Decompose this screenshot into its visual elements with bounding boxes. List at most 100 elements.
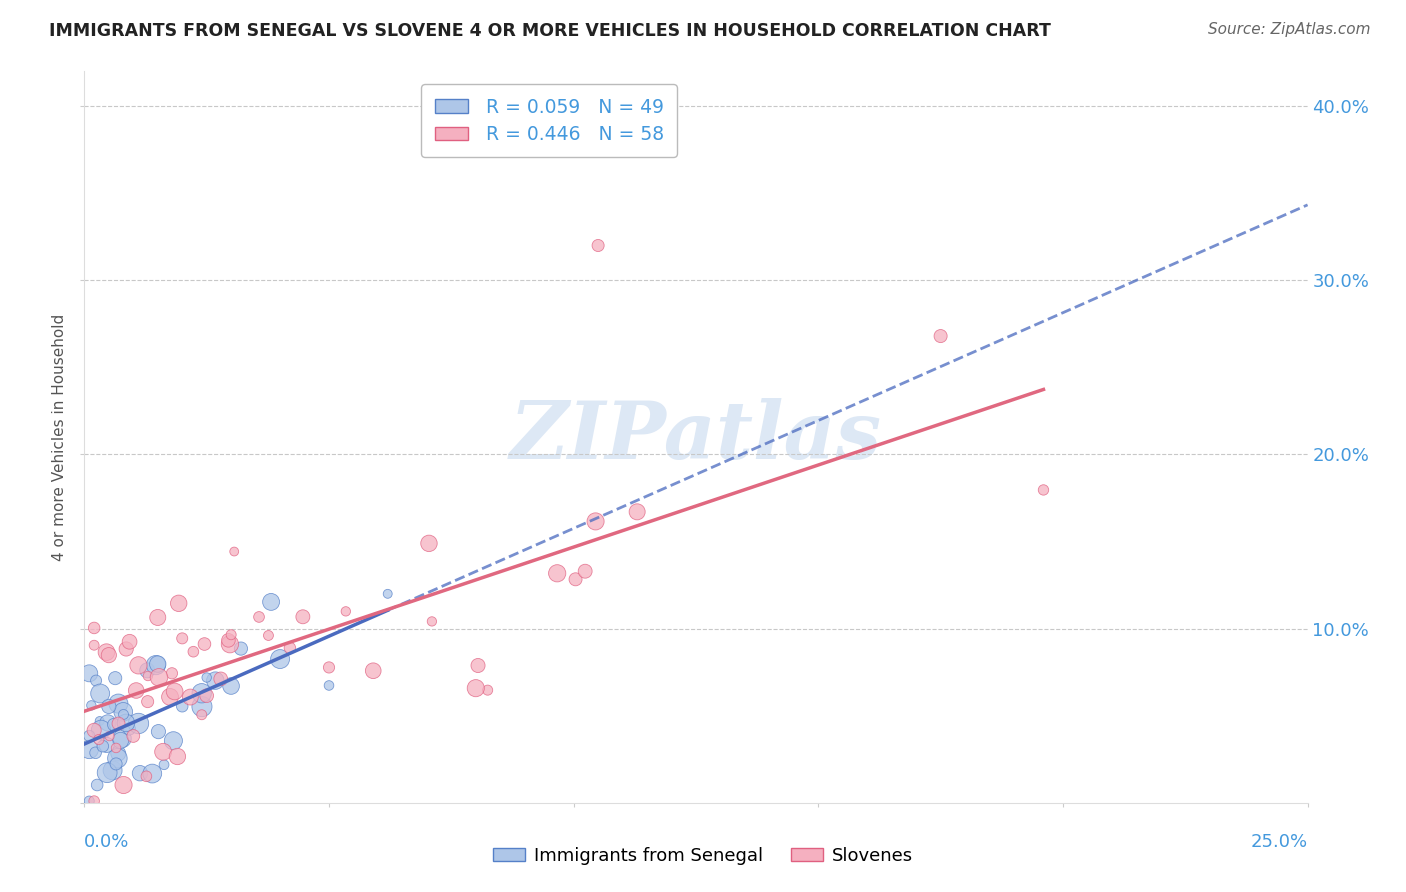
Point: [104, 671, 127, 685]
Point: [224, 544, 246, 558]
Point: [145, 658, 167, 673]
Point: [172, 632, 194, 646]
Point: [77, 742, 100, 756]
Point: [574, 564, 596, 578]
Point: [377, 587, 399, 601]
Point: [84, 746, 107, 760]
Point: [278, 640, 301, 655]
Point: [269, 652, 291, 666]
Point: [172, 699, 194, 714]
Point: [97, 715, 120, 730]
Point: [84, 673, 107, 688]
Text: IMMIGRANTS FROM SENEGAL VS SLOVENE 4 OR MORE VEHICLES IN HOUSEHOLD CORRELATION C: IMMIGRANTS FROM SENEGAL VS SLOVENE 4 OR …: [49, 22, 1052, 40]
Point: [291, 609, 314, 624]
Point: [1032, 483, 1054, 497]
Point: [167, 596, 190, 610]
Point: [166, 749, 188, 764]
Point: [163, 684, 186, 698]
Point: [77, 794, 100, 808]
Point: [136, 695, 159, 709]
Point: [135, 769, 157, 783]
Point: [111, 731, 134, 746]
Point: [77, 729, 100, 743]
Point: [105, 740, 128, 755]
Point: [107, 747, 129, 761]
Point: [467, 658, 489, 673]
Point: [127, 658, 149, 673]
Point: [96, 645, 118, 659]
Point: [103, 717, 125, 731]
Point: [191, 699, 214, 714]
Point: [77, 666, 100, 681]
Point: [626, 505, 648, 519]
Point: [318, 660, 340, 674]
Point: [141, 766, 163, 780]
Point: [204, 673, 226, 688]
Point: [219, 637, 242, 651]
Point: [335, 604, 357, 618]
Point: [190, 707, 212, 722]
Point: [193, 637, 215, 651]
Point: [127, 716, 149, 731]
Point: [91, 739, 114, 754]
Point: [148, 724, 170, 739]
Point: [96, 738, 118, 752]
Point: [464, 681, 486, 695]
Point: [98, 729, 121, 743]
Point: [152, 745, 174, 759]
Point: [112, 705, 135, 719]
Point: [219, 679, 242, 693]
Point: [162, 733, 184, 747]
Point: [209, 672, 232, 686]
Point: [118, 722, 141, 736]
Point: [136, 669, 159, 683]
Point: [420, 615, 443, 629]
Point: [160, 666, 183, 681]
Point: [477, 683, 499, 698]
Point: [105, 751, 128, 765]
Point: [97, 699, 120, 714]
Text: ZIPatlas: ZIPatlas: [510, 399, 882, 475]
Point: [586, 238, 609, 252]
Point: [418, 536, 440, 550]
Point: [110, 733, 132, 747]
Point: [107, 697, 129, 711]
Point: [105, 756, 128, 771]
Point: [260, 595, 283, 609]
Point: [90, 723, 112, 737]
Point: [86, 778, 108, 792]
Point: [129, 766, 152, 780]
Point: [107, 716, 129, 731]
Point: [83, 638, 105, 652]
Point: [97, 648, 120, 662]
Point: [101, 764, 124, 778]
Point: [83, 723, 105, 738]
Point: [89, 714, 111, 728]
Point: [564, 572, 586, 586]
Point: [361, 664, 384, 678]
Legend:  R = 0.059   N = 49,  R = 0.446   N = 58: R = 0.059 N = 49, R = 0.446 N = 58: [422, 85, 676, 157]
Point: [96, 765, 118, 780]
Point: [318, 678, 340, 692]
Point: [247, 610, 270, 624]
Point: [125, 683, 148, 698]
Point: [146, 610, 169, 624]
Legend: Immigrants from Senegal, Slovenes: Immigrants from Senegal, Slovenes: [484, 838, 922, 874]
Point: [159, 690, 181, 704]
Point: [153, 757, 176, 772]
Y-axis label: 4 or more Vehicles in Household: 4 or more Vehicles in Household: [52, 313, 67, 561]
Point: [195, 671, 218, 685]
Point: [929, 329, 952, 343]
Point: [115, 642, 138, 657]
Point: [83, 794, 105, 808]
Point: [80, 698, 103, 713]
Point: [585, 515, 607, 529]
Point: [219, 628, 242, 642]
Point: [146, 657, 169, 671]
Point: [115, 715, 138, 730]
Text: Source: ZipAtlas.com: Source: ZipAtlas.com: [1208, 22, 1371, 37]
Point: [257, 628, 280, 642]
Text: 0.0%: 0.0%: [84, 833, 129, 851]
Point: [122, 729, 145, 743]
Point: [136, 664, 159, 678]
